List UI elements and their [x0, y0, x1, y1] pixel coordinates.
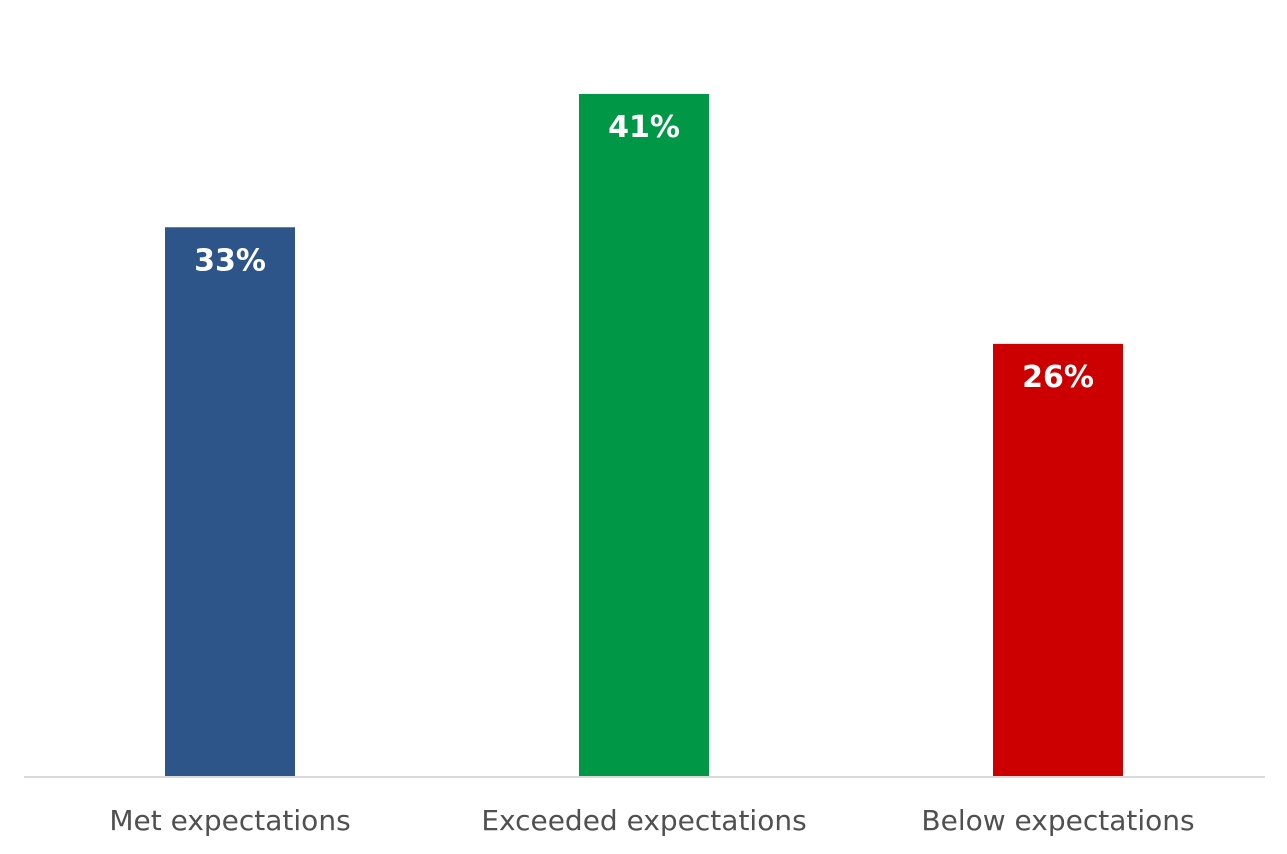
category-label-2: Exceeded expectations: [481, 804, 806, 837]
bar-3: [993, 343, 1123, 777]
category-label-1: Met expectations: [109, 804, 350, 837]
category-labels: Met expectations Exceeded expectations Bel…: [109, 804, 1194, 837]
data-label-1: 33%: [194, 243, 266, 278]
data-label-2: 41%: [608, 110, 680, 145]
data-labels: 33% 41% 26%: [194, 110, 1094, 395]
bar-2: [579, 94, 709, 777]
bar-1: [165, 227, 295, 777]
category-label-3: Below expectations: [921, 804, 1194, 837]
bars: [165, 94, 1123, 777]
data-label-3: 26%: [1022, 360, 1094, 395]
